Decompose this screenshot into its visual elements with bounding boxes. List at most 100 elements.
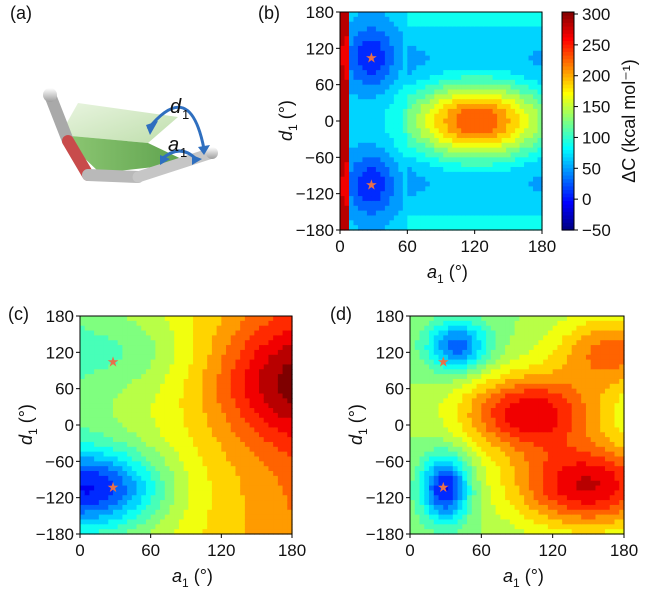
heatmap-cell	[197, 316, 204, 322]
heatmap-cell	[424, 383, 430, 390]
heatmap-cell	[438, 388, 444, 395]
heatmap-cell	[380, 84, 386, 91]
heatmap-cell	[178, 359, 185, 366]
heatmap-cell	[98, 330, 105, 336]
heatmap-cell	[407, 123, 413, 129]
heatmap-cell	[481, 335, 487, 341]
heatmap-cell	[419, 398, 425, 404]
heatmap-cell	[429, 437, 435, 443]
heatmap-cell	[416, 55, 422, 62]
heatmap-cell	[127, 325, 133, 332]
heatmap-cell	[366, 196, 373, 202]
heatmap-cell	[425, 84, 431, 91]
heatmap-cell	[452, 200, 458, 207]
heatmap-cell	[448, 432, 454, 438]
heatmap-cell	[483, 26, 489, 32]
heatmap-cell	[112, 330, 119, 336]
heatmap-cell	[474, 74, 480, 81]
heatmap-cell	[424, 340, 430, 346]
heatmap-cell	[150, 408, 156, 414]
heatmap-cell	[416, 123, 422, 129]
heatmap-cell	[249, 427, 255, 433]
heatmap-cell	[235, 529, 241, 535]
heatmap-cell	[197, 466, 204, 472]
heatmap-cell	[155, 446, 161, 453]
heatmap-cell	[510, 137, 516, 144]
heatmap-cell	[528, 191, 534, 197]
colorbar-cell	[562, 219, 574, 224]
heatmap-cell	[164, 403, 171, 409]
heatmap-cell	[249, 374, 255, 380]
heatmap-cell	[452, 325, 459, 332]
heatmap-cell	[211, 485, 218, 491]
heatmap-cell	[207, 393, 213, 399]
heatmap-cell	[447, 162, 453, 168]
heatmap-cell	[533, 220, 539, 226]
heatmap-cell	[277, 403, 284, 409]
heatmap-cell	[112, 316, 119, 322]
heatmap-cell	[420, 99, 426, 105]
heatmap-cell	[145, 480, 152, 487]
heatmap-cell	[282, 316, 288, 322]
heatmap-cell	[416, 16, 422, 23]
heatmap-cell	[357, 176, 364, 183]
heatmap-cell	[211, 509, 218, 516]
heatmap-cell	[528, 99, 534, 105]
heatmap-cell	[424, 471, 430, 477]
heatmap-cell	[528, 84, 534, 91]
heatmap-cell	[136, 490, 142, 496]
heatmap-cell	[174, 471, 180, 477]
heatmap-cell	[393, 41, 399, 47]
heatmap-cell	[211, 427, 218, 433]
heatmap-cell	[183, 514, 189, 521]
heatmap-cell	[136, 383, 142, 390]
heatmap-cell	[474, 128, 480, 134]
heatmap-cell	[433, 412, 440, 419]
heatmap-cell	[510, 89, 516, 95]
heatmap-cell	[465, 191, 471, 197]
heatmap-cell	[411, 152, 417, 158]
heatmap-cell	[438, 84, 444, 91]
heatmap-cell	[131, 519, 138, 525]
heatmap-cell	[411, 74, 417, 81]
heatmap-cell	[524, 176, 530, 183]
heatmap-cell	[456, 200, 462, 207]
heatmap-cell	[411, 137, 417, 144]
heatmap-cell	[287, 446, 293, 453]
heatmap-cell	[84, 514, 91, 521]
heatmap-cell	[486, 519, 492, 525]
heatmap-cell	[371, 41, 377, 47]
heatmap-cell	[221, 374, 227, 380]
heatmap-cell	[410, 369, 416, 375]
heatmap-cell	[249, 359, 255, 366]
heatmap-cell	[380, 147, 386, 154]
heatmap-cell	[80, 340, 86, 346]
heatmap-cell	[108, 451, 114, 458]
heatmap-cell	[515, 133, 521, 139]
heatmap-cell	[141, 320, 147, 327]
heatmap-cell	[117, 480, 123, 487]
heatmap-cell	[433, 364, 440, 370]
heatmap-cell	[268, 524, 274, 530]
heatmap-cell	[510, 104, 516, 110]
heatmap-cell	[197, 456, 204, 462]
heatmap-cell	[287, 437, 293, 443]
heatmap-cell	[188, 427, 194, 433]
heatmap-cell	[197, 451, 204, 458]
heatmap-cell	[216, 427, 222, 433]
heatmap-cell	[145, 529, 152, 535]
heatmap-cell	[375, 142, 381, 149]
heatmap-cell	[348, 31, 355, 37]
heatmap-cell	[178, 403, 185, 409]
heatmap-cell	[515, 196, 521, 202]
heatmap-cell	[488, 152, 494, 158]
heatmap-cell	[197, 349, 204, 356]
heatmap-cell	[429, 171, 435, 178]
heatmap-cell	[471, 403, 478, 409]
heatmap-cell	[443, 340, 449, 346]
heatmap-cell	[254, 364, 260, 370]
heatmap-cell	[84, 330, 91, 336]
heatmap-cell	[528, 157, 534, 163]
heatmap-cell	[486, 412, 492, 419]
heatmap-cell	[282, 461, 288, 467]
